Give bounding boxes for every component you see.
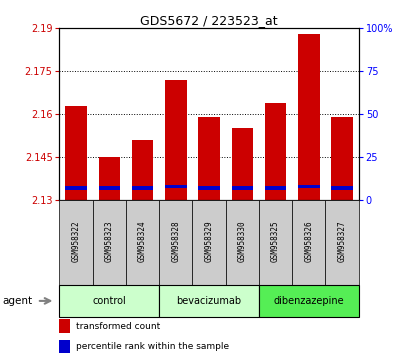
Text: GSM958323: GSM958323 [105,220,114,262]
Bar [159,285,258,317]
Text: agent: agent [2,296,32,306]
Bar [297,34,319,200]
Bar [59,319,70,333]
Bar [165,80,186,200]
Bar [131,140,153,200]
Text: GSM958328: GSM958328 [171,220,180,262]
Bar [264,103,286,200]
Text: GSM958330: GSM958330 [237,220,246,262]
Bar [59,340,70,353]
Text: GSM958327: GSM958327 [337,220,346,262]
Bar [231,129,252,200]
Text: control: control [92,296,126,306]
Bar [65,187,87,189]
Text: dibenzazepine: dibenzazepine [273,296,343,306]
Bar [198,187,219,189]
Bar [330,187,352,189]
Text: GSM958324: GSM958324 [138,220,147,262]
Bar [159,200,192,285]
Bar [92,200,126,285]
Bar [65,105,87,200]
Bar [126,200,159,285]
Bar [297,185,319,188]
Bar [165,185,186,188]
Title: GDS5672 / 223523_at: GDS5672 / 223523_at [140,14,277,27]
Bar [325,200,358,285]
Bar [264,187,286,189]
Bar [225,200,258,285]
Bar [330,117,352,200]
Text: bevacizumab: bevacizumab [176,296,241,306]
Text: transformed count: transformed count [76,322,160,331]
Text: GSM958326: GSM958326 [303,220,312,262]
Bar [258,200,292,285]
Bar [98,187,120,189]
Bar [192,200,225,285]
Text: GSM958322: GSM958322 [72,220,81,262]
Bar [258,285,358,317]
Bar [59,200,92,285]
Bar [231,187,252,189]
Text: percentile rank within the sample: percentile rank within the sample [76,342,229,351]
Bar [292,200,325,285]
Bar [131,187,153,189]
Text: GSM958325: GSM958325 [270,220,279,262]
Text: GSM958329: GSM958329 [204,220,213,262]
Bar [59,285,159,317]
Bar [98,157,120,200]
Bar [198,117,219,200]
